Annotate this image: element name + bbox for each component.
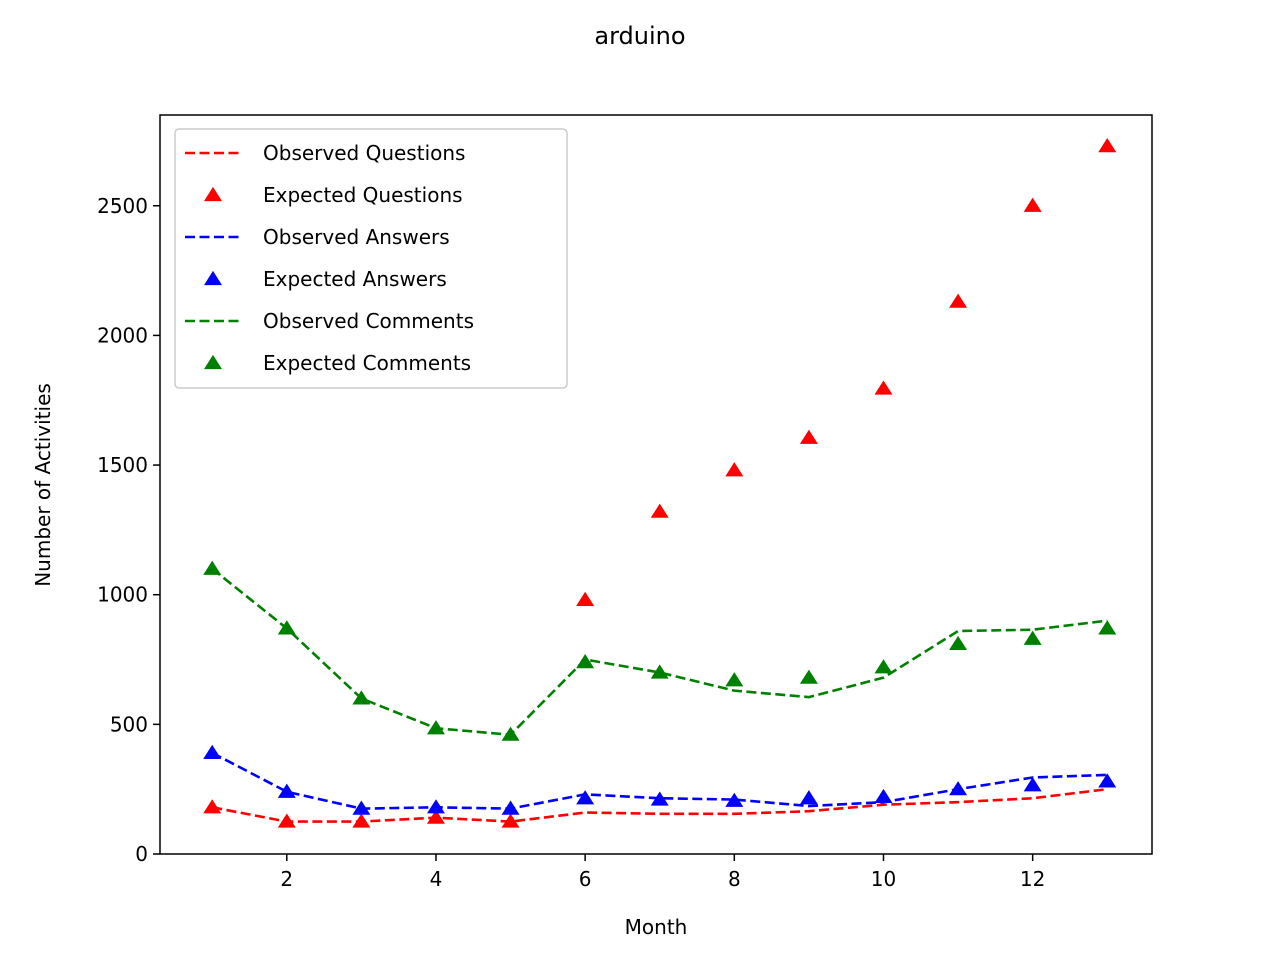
- data-point-expected-answers: [1023, 777, 1042, 792]
- data-point-expected-questions: [426, 809, 445, 824]
- data-point-expected-answers: [949, 781, 968, 796]
- data-point-expected-comments: [650, 664, 669, 679]
- data-point-expected-answers: [874, 788, 893, 804]
- data-point-expected-questions: [650, 503, 669, 518]
- legend-entry-observed-answers: Observed Answers: [185, 225, 450, 249]
- data-point-expected-answers: [576, 790, 595, 805]
- data-point-expected-comments: [426, 720, 445, 735]
- data-point-expected-questions: [1098, 138, 1117, 153]
- series-markers-expected-comments: [203, 560, 1117, 741]
- data-point-expected-questions: [949, 293, 968, 308]
- data-point-expected-questions: [725, 462, 744, 477]
- data-point-expected-comments: [501, 726, 520, 741]
- data-point-expected-answers: [799, 790, 818, 805]
- y-tick-label: 0: [135, 842, 148, 866]
- data-point-expected-comments: [725, 672, 744, 687]
- data-point-expected-answers: [426, 799, 445, 814]
- data-point-expected-questions: [576, 591, 595, 606]
- data-point-expected-questions: [799, 429, 818, 444]
- series-line-observed-comments: [211, 567, 1108, 737]
- data-point-expected-comments: [1023, 630, 1042, 645]
- x-tick-label: 8: [728, 867, 741, 891]
- data-point-expected-answers: [501, 800, 520, 815]
- y-axis-label: Number of Activities: [31, 383, 55, 587]
- legend-label: Observed Answers: [263, 225, 450, 249]
- legend-swatch-marker: [204, 186, 222, 202]
- y-tick-label: 2500: [97, 194, 148, 218]
- data-point-expected-answers: [352, 800, 371, 815]
- y-tick-label: 1500: [97, 453, 148, 477]
- legend-swatch-marker: [204, 354, 222, 370]
- data-point-expected-comments: [874, 659, 893, 674]
- data-point-expected-comments: [277, 620, 296, 635]
- data-point-expected-answers: [1098, 773, 1117, 788]
- data-point-expected-questions: [352, 813, 371, 828]
- legend: Observed Questions Expected Questions Obse…: [174, 128, 568, 389]
- data-point-expected-comments: [352, 690, 371, 705]
- y-tick-label: 1000: [97, 583, 148, 607]
- legend-swatch-marker: [204, 270, 222, 286]
- data-point-expected-comments: [203, 560, 222, 575]
- data-point-expected-questions: [277, 813, 296, 828]
- legend-label: Expected Questions: [263, 183, 463, 207]
- legend-label: Observed Comments: [263, 309, 474, 333]
- data-point-expected-answers: [277, 783, 296, 798]
- data-point-expected-comments: [949, 635, 968, 651]
- data-point-expected-answers: [725, 792, 744, 807]
- data-point-expected-questions: [501, 813, 520, 828]
- series-markers-expected-questions: [203, 138, 1117, 828]
- x-axis-label: Month: [625, 915, 688, 939]
- data-point-expected-answers: [650, 791, 669, 806]
- series-markers-expected-answers: [203, 744, 1117, 815]
- data-point-expected-questions: [203, 799, 222, 814]
- data-point-expected-comments: [799, 669, 818, 684]
- x-tick-label: 10: [871, 867, 896, 891]
- plot-area: [203, 138, 1117, 828]
- data-point-expected-comments: [576, 654, 595, 669]
- x-axis: 2 4 6 8 10 12: [280, 854, 1045, 891]
- legend-box: [174, 128, 568, 389]
- x-tick-label: 12: [1020, 867, 1045, 891]
- legend-label: Expected Comments: [263, 351, 471, 375]
- data-point-expected-questions: [1023, 197, 1042, 212]
- y-tick-label: 2000: [97, 323, 148, 347]
- y-axis: 0 500 1000 1500 2000 2500: [97, 194, 160, 866]
- legend-entry-expected-comments: Expected Comments: [204, 351, 471, 375]
- legend-entry-observed-questions: Observed Questions: [185, 141, 465, 165]
- data-point-expected-questions: [874, 380, 893, 395]
- legend-label: Observed Questions: [263, 141, 465, 165]
- data-point-expected-comments: [1098, 620, 1117, 635]
- legend-entry-expected-answers: Expected Answers: [204, 267, 447, 291]
- plot-frame: [159, 114, 1153, 855]
- x-tick-label: 4: [430, 867, 443, 891]
- data-point-expected-answers: [203, 744, 222, 759]
- legend-entry-expected-questions: Expected Questions: [204, 183, 463, 207]
- x-tick-label: 6: [579, 867, 592, 891]
- legend-label: Expected Answers: [263, 267, 447, 291]
- x-tick-label: 2: [280, 867, 293, 891]
- legend-entry-observed-comments: Observed Comments: [185, 309, 474, 333]
- chart-title: arduino: [594, 22, 685, 50]
- y-tick-label: 500: [110, 712, 148, 736]
